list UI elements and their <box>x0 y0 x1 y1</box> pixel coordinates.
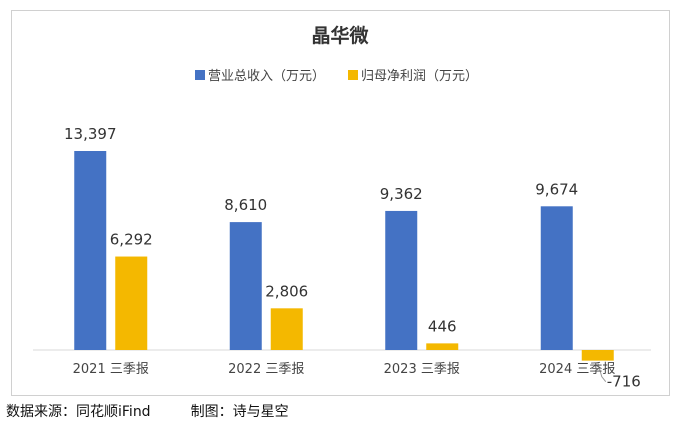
bar-s1-c1 <box>74 151 107 350</box>
value-label-s2-c3: 446 <box>428 317 457 335</box>
bar-s2-c4 <box>581 350 614 361</box>
category-label-1: 2021 三季报 <box>73 362 149 377</box>
bar-s1-c3 <box>385 210 418 350</box>
maker-note: 制图：诗与星空 <box>190 404 289 420</box>
legend-label-1: 营业总收入（万元） <box>208 69 325 84</box>
legend-swatch-2 <box>348 70 358 80</box>
value-label-s2-c1: 6,292 <box>110 231 153 249</box>
category-label-4: 2024 三季报 <box>539 362 615 377</box>
bar-s1-c2 <box>229 222 262 350</box>
value-label-s2-c4: -716 <box>607 373 641 391</box>
bar-chart: 晶华微 营业总收入（万元） 归母净利润（万元） 13,397 6,292 2021 三… <box>33 24 651 391</box>
footer: 数据来源：同花顺iFind 制图：诗与星空 <box>6 401 289 423</box>
legend-label-2: 归母净利润（万元） <box>361 69 478 84</box>
value-label-s1-c3: 9,362 <box>380 185 423 203</box>
bar-s1-c4 <box>540 206 573 350</box>
bars-group <box>74 151 614 361</box>
value-label-s1-c1: 13,397 <box>64 125 117 143</box>
source-note: 数据来源：同花顺iFind <box>6 404 151 420</box>
leader-line-c4 <box>597 362 607 382</box>
bar-s2-c2 <box>270 308 303 350</box>
category-label-2: 2022 三季报 <box>228 362 304 377</box>
labels-group: 13,397 6,292 2021 三季报 8,610 2,806 2022 三季报 9,3… <box>64 125 641 391</box>
bar-s2-c3 <box>426 343 459 350</box>
legend-swatch-1 <box>195 70 205 80</box>
value-label-s2-c2: 2,806 <box>265 282 308 300</box>
value-label-s1-c2: 8,610 <box>224 196 267 214</box>
bar-s2-c1 <box>115 256 148 350</box>
chart-title: 晶华微 <box>311 24 369 47</box>
category-label-3: 2023 三季报 <box>384 362 460 377</box>
value-label-s1-c4: 9,674 <box>535 180 578 198</box>
legend: 营业总收入（万元） 归母净利润（万元） <box>195 69 478 84</box>
